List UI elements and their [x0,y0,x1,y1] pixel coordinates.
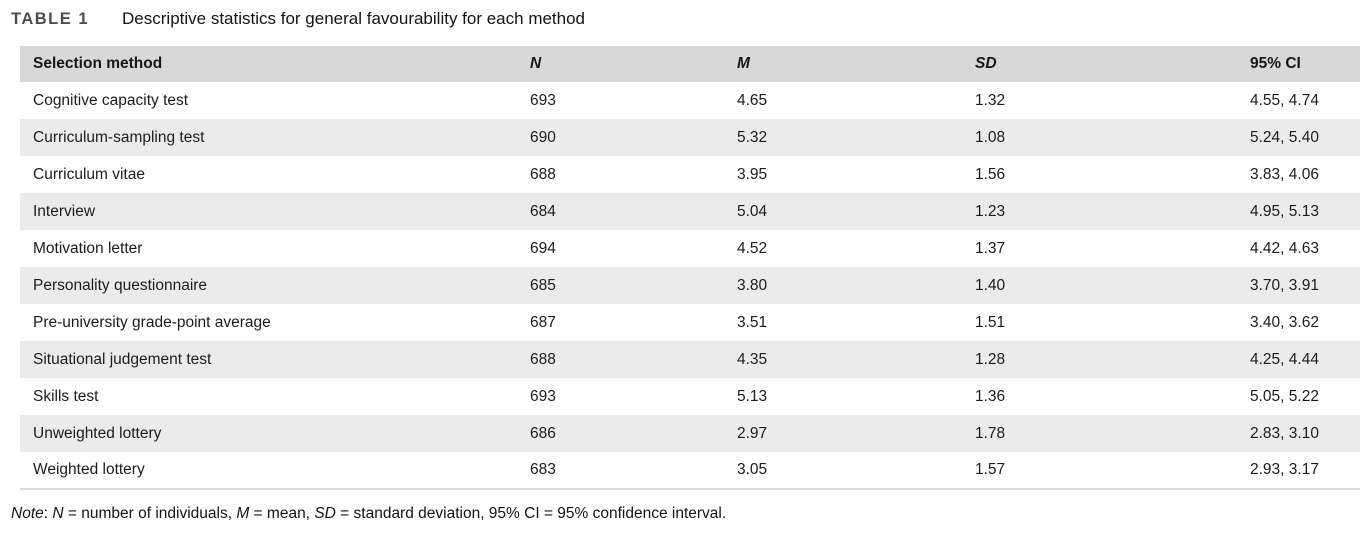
value-cell: 3.05 [737,461,768,478]
header-cell: 95% CI [1250,55,1301,72]
note-segment: SD [314,505,336,522]
table-row: Weighted lottery 683 3.05 1.57 2.93, 3.17 [20,452,1360,489]
value-cell: 5.32 [737,128,768,146]
table-row: Personality questionnaire 685 3.80 1.40 3.70… [20,267,1360,304]
selection-method-cell: Weighted lottery [33,461,145,478]
value-cell: 4.55, 4.74 [1250,91,1319,109]
selection-method-cell: Curriculum-sampling test [33,128,205,146]
table-row: Curriculum vitae 688 3.95 1.56 3.83, 4.06 [20,156,1360,193]
value-cell: 1.28 [975,350,1006,368]
value-cell: 3.83, 4.06 [1250,165,1319,183]
value-cell: 685 [530,276,556,294]
table-row: Unweighted lottery 686 2.97 1.78 2.83, 3.10 [20,415,1360,452]
value-cell: 4.25, 4.44 [1250,350,1319,368]
table-header-row: Selection method N M SD 95% CI [20,46,1360,82]
value-cell: 693 [530,91,556,109]
value-cell: 688 [530,350,556,368]
value-cell: 5.04 [737,202,768,220]
selection-method-cell: Pre-university grade-point average [33,313,271,331]
value-cell: 687 [530,313,556,331]
value-cell: 1.78 [975,424,1006,442]
value-cell: 1.57 [975,461,1006,478]
note-segment: = mean, [249,505,315,522]
value-cell: 1.32 [975,91,1006,109]
value-cell: 5.24, 5.40 [1250,128,1319,146]
selection-method-cell: Unweighted lottery [33,424,162,442]
value-cell: 686 [530,424,556,442]
value-cell: 4.52 [737,239,768,257]
value-cell: 3.95 [737,165,768,183]
note-segment: = standard deviation, 95% CI = 95% confi… [335,505,727,522]
selection-method-cell: Skills test [33,387,99,405]
value-cell: 4.65 [737,91,768,109]
value-cell: 3.40, 3.62 [1250,313,1319,331]
selection-method-cell: Cognitive capacity test [33,91,189,109]
value-cell: 4.42, 4.63 [1250,239,1319,257]
table-row: Curriculum-sampling test 690 5.32 1.08 5.24,… [20,119,1360,156]
value-cell: 1.08 [975,128,1006,146]
value-cell: 3.51 [737,313,768,331]
value-cell: 1.23 [975,202,1006,220]
value-cell: 1.56 [975,165,1006,183]
table-row: Cognitive capacity test 693 4.65 1.32 4.55, … [20,82,1360,119]
value-cell: 5.05, 5.22 [1250,387,1319,405]
table-row: Situational judgement test 688 4.35 1.28 4.2… [20,341,1360,378]
value-cell: 683 [530,461,556,478]
table-row: Pre-university grade-point average 687 3.5… [20,304,1360,341]
value-cell: 688 [530,165,556,183]
value-cell: 694 [530,239,556,257]
value-cell: 684 [530,202,556,220]
header-cell: SD [975,55,997,72]
selection-method-cell: Interview [33,202,96,220]
table-note: Note: N = number of individuals, M = mea… [11,505,1367,523]
table-header: Selection method N M SD 95% CI [20,46,1360,82]
selection-method-cell: Personality questionnaire [33,276,208,294]
selection-method-cell: Motivation letter [33,239,143,257]
value-cell: 5.13 [737,387,768,405]
table-row: Skills test 693 5.13 1.36 5.05, 5.22 [20,378,1360,415]
table-caption: TABLE 1 Descriptive statistics for genera… [0,8,1367,30]
value-cell: 1.51 [975,313,1006,331]
value-cell: 1.40 [975,276,1006,294]
value-cell: 4.95, 5.13 [1250,202,1319,220]
value-cell: 2.83, 3.10 [1250,424,1319,442]
note-segment: M [236,505,250,522]
descriptive-statistics-table: Selection method N M SD 95% CI Cognitive cap… [20,46,1360,490]
header-cell: M [737,55,750,72]
table-body: Cognitive capacity test 693 4.65 1.32 4.55, … [20,82,1360,489]
note-segment: N [52,505,64,522]
value-cell: 3.80 [737,276,768,294]
header-cell: N [530,55,542,72]
value-cell: 4.35 [737,350,768,368]
value-cell: 2.93, 3.17 [1250,461,1319,478]
value-cell: 1.37 [975,239,1006,257]
selection-method-cell: Curriculum vitae [33,165,145,183]
value-cell: 2.97 [737,424,768,442]
table-label: TABLE 1 [11,10,90,28]
table-row: Interview 684 5.04 1.23 4.95, 5.13 [20,193,1360,230]
note-segment: Note [11,505,44,522]
note-segment: = number of individuals, [63,505,237,522]
table-row: Motivation letter 694 4.52 1.37 4.42, 4.63 [20,230,1360,267]
selection-method-cell: Situational judgement test [33,350,212,368]
header-cell: Selection method [33,55,163,72]
table-caption-text: Descriptive statistics for general favou… [122,9,586,28]
value-cell: 3.70, 3.91 [1250,276,1319,294]
value-cell: 1.36 [975,387,1006,405]
note-segment: : [43,505,53,522]
value-cell: 690 [530,128,556,146]
value-cell: 693 [530,387,556,405]
